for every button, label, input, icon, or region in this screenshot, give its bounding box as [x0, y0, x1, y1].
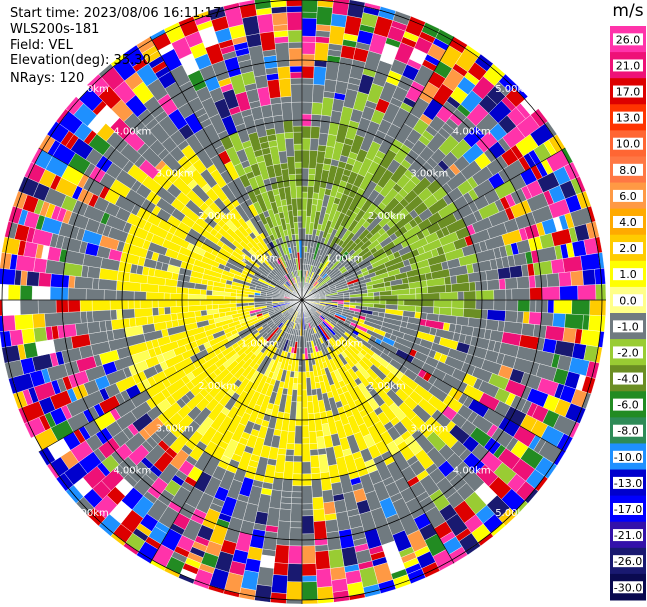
colorbar-tick-label: -21.0 — [614, 529, 642, 542]
elevation-label: Elevation(deg): 35.30 — [10, 53, 151, 68]
colorbar-tick-label: -30.0 — [614, 581, 642, 594]
colorbar-unit: m/s — [612, 1, 643, 21]
colorbar-tick-label: 21.0 — [616, 59, 641, 72]
colorbar-tick-label: 4.0 — [619, 216, 637, 229]
start-time-label: Start time: 2023/08/06 16:11:17 — [10, 6, 222, 21]
colorbar-tick-label: -4.0 — [617, 373, 638, 386]
colorbar-tick-label: 26.0 — [616, 33, 641, 46]
velocity-gate — [331, 0, 350, 16]
colorbar-tick-label: 0.0 — [619, 294, 637, 307]
colorbar-tick-label: -10.0 — [614, 451, 642, 464]
colorbar-tick-label: 17.0 — [616, 86, 641, 99]
colorbar-tick-label: 6.0 — [619, 190, 637, 203]
colorbar-tick-label: -13.0 — [614, 477, 642, 490]
device-label: WLS200s-181 — [10, 22, 100, 37]
colorbar-tick-label: -1.0 — [617, 320, 638, 333]
colorbar-tick-label: -26.0 — [614, 555, 642, 568]
colorbar-tick-label: 10.0 — [616, 138, 641, 151]
colorbar-tick-label: -8.0 — [617, 425, 638, 438]
colorbar-tick-label: 8.0 — [619, 164, 637, 177]
colorbar-tick-label: -6.0 — [617, 399, 638, 412]
colorbar-tick-label: 2.0 — [619, 242, 637, 255]
colorbar-tick-label: -17.0 — [614, 503, 642, 516]
colorbar-tick-label: -2.0 — [617, 346, 638, 359]
velocity-gates — [0, 0, 607, 605]
field-label: Field: VEL — [10, 38, 73, 53]
nrays-label: NRays: 120 — [10, 71, 85, 86]
colorbar-tick-label: 13.0 — [616, 112, 641, 125]
colorbar-tick-label: 1.0 — [619, 268, 637, 281]
